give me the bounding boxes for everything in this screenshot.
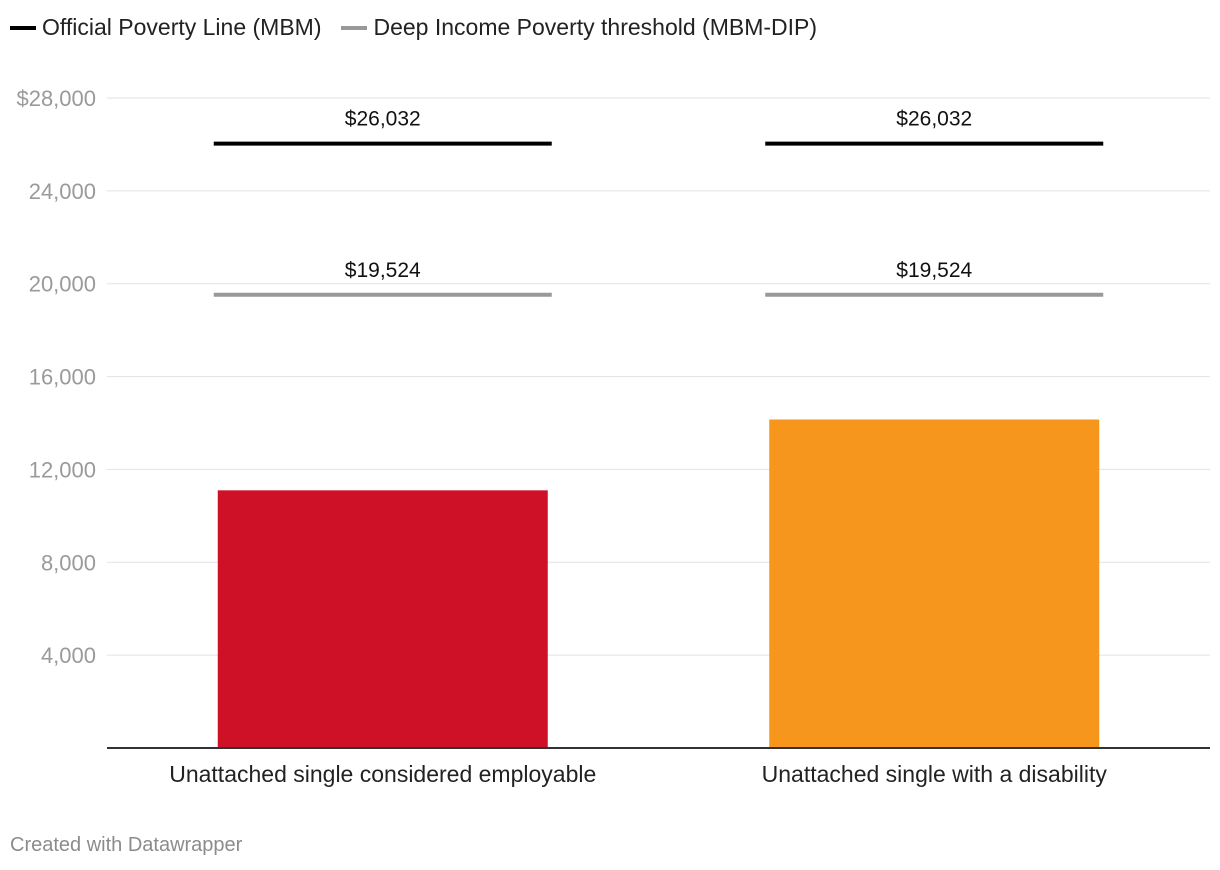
bar-0	[217, 490, 548, 748]
legend-label-mbm-dip: Deep Income Poverty threshold (MBM-DIP)	[373, 14, 818, 40]
legend-swatch-mbm	[10, 25, 36, 30]
chart-legend: Official Poverty Line (MBM) Deep Income …	[10, 14, 837, 41]
y-tick-label: 8,000	[41, 550, 96, 575]
y-tick-label: 4,000	[41, 643, 96, 668]
reference-line-label: $19,524	[345, 259, 421, 282]
legend-swatch-mbm-dip	[341, 25, 368, 30]
x-category-label: Unattached single considered employable	[169, 761, 596, 787]
y-tick-label: 16,000	[29, 365, 96, 390]
credit-footer: Created with Datawrapper	[10, 834, 243, 856]
legend-item-mbm: Official Poverty Line (MBM)	[10, 14, 321, 41]
reference-line-label: $26,032	[896, 108, 972, 131]
y-tick-label: 12,000	[29, 457, 96, 482]
reference-line-label: $26,032	[345, 108, 421, 131]
y-tick-label: 24,000	[29, 179, 96, 204]
legend-item-mbm-dip: Deep Income Poverty threshold (MBM-DIP)	[341, 14, 817, 41]
x-category-label: Unattached single with a disability	[762, 761, 1108, 787]
legend-label-mbm: Official Poverty Line (MBM)	[42, 14, 322, 40]
reference-line-label: $19,524	[896, 259, 972, 282]
y-tick-label: 20,000	[29, 272, 96, 297]
bar-1	[769, 419, 1100, 748]
y-tick-label: $28,000	[16, 86, 96, 111]
